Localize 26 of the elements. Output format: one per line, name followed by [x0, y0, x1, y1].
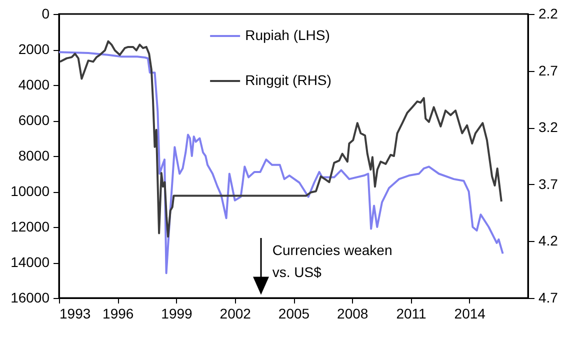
- y-tick-label: 16000: [10, 290, 50, 306]
- legend-label: Ringgit (RHS): [245, 72, 332, 88]
- y-tick-label: 6000: [18, 112, 50, 128]
- y-tick-label: 2000: [18, 41, 50, 57]
- y-tick-label: 0: [42, 6, 50, 22]
- y-tick-label: 10000: [10, 183, 50, 199]
- y2-tick-label: 3.7: [538, 176, 558, 192]
- y-tick-label: 12000: [10, 218, 50, 234]
- y-tick-label: 14000: [10, 254, 50, 270]
- y2-tick-label: 2.2: [538, 6, 558, 22]
- y-tick-label: 8000: [18, 148, 50, 164]
- y2-tick-label: 3.2: [538, 119, 558, 136]
- x-tick-label: 2002: [220, 306, 252, 322]
- x-tick-label: 2005: [278, 306, 310, 322]
- x-tick-label: 1999: [161, 306, 193, 322]
- annotation: Currencies weaken vs. US$: [272, 242, 392, 280]
- y2-tick-label: 2.7: [538, 62, 558, 78]
- y-tick-label: 4000: [18, 76, 50, 92]
- legend-label: Rupiah (LHS): [245, 27, 330, 43]
- y2-tick-label: 4.7: [538, 290, 558, 306]
- x-tick-label: 2014: [454, 306, 486, 322]
- x-tick-label: 2011: [396, 306, 427, 322]
- x-tick-label: 2008: [337, 306, 368, 322]
- x-tick-label: 1996: [102, 306, 134, 322]
- y2-tick-label: 4.2: [538, 232, 558, 249]
- x-tick-label: 1993: [60, 306, 91, 322]
